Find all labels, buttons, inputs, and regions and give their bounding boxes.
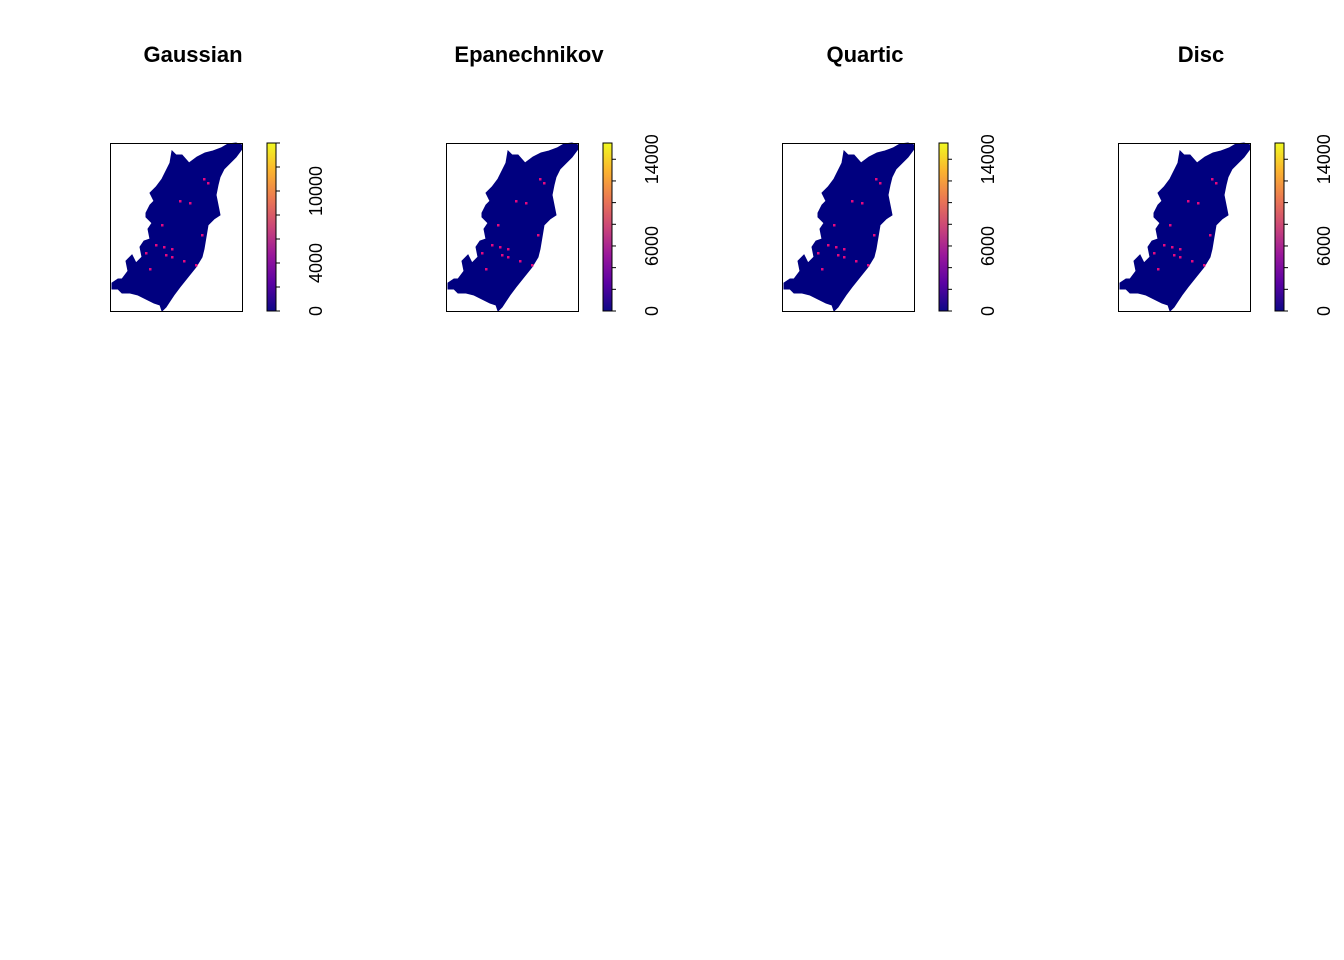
hotspot-pixel: [161, 224, 164, 227]
hotspot-pixel: [867, 264, 870, 267]
hotspot-pixel: [879, 182, 882, 185]
hotspot-pixel: [201, 234, 204, 237]
density-map: [783, 142, 915, 312]
hotspot-pixel: [543, 182, 546, 185]
panel-gaussian: Gaussian 0 4000 10000: [110, 42, 326, 316]
panel-epanechnikov: Epanechnikov 0 6000 14000: [446, 42, 662, 316]
hotspot-pixel: [875, 178, 878, 181]
hotspot-pixel: [835, 246, 838, 249]
hotspot-pixel: [195, 264, 198, 267]
panel-quartic: Quartic 0 6000 14000: [782, 42, 998, 316]
hotspot-pixel: [851, 200, 854, 203]
panel-title: Quartic: [826, 42, 903, 67]
hotspot-pixel: [171, 248, 174, 251]
hotspot-pixel: [1203, 264, 1206, 267]
legend-tick-label: 6000: [978, 226, 998, 266]
hotspot-pixel: [183, 260, 186, 263]
density-map: [111, 142, 243, 312]
hotspot-pixel: [189, 202, 192, 205]
hotspot-pixel: [1171, 246, 1174, 249]
panel-title: Gaussian: [143, 42, 242, 67]
plot-frame: [1118, 143, 1251, 312]
hotspot-pixel: [149, 268, 152, 271]
plot-frame: [446, 143, 579, 312]
hotspot-pixel: [1209, 234, 1212, 237]
hotspot-pixel: [525, 202, 528, 205]
legend-tick-label: 14000: [978, 134, 998, 184]
hotspot-pixel: [1215, 182, 1218, 185]
hotspot-pixel: [171, 256, 174, 259]
hotspot-pixel: [1191, 260, 1194, 263]
hotspot-pixel: [1187, 200, 1190, 203]
hotspot-pixel: [817, 252, 820, 255]
legend-tick-label: 0: [306, 306, 326, 316]
plot-frame: [110, 143, 243, 312]
legend-tick-label: 0: [1314, 306, 1334, 316]
hotspot-pixel: [145, 252, 148, 255]
hotspot-pixel: [531, 264, 534, 267]
panel-disc: Disc 0 6000 14000: [1118, 42, 1334, 316]
legend-tick-label: 4000: [306, 243, 326, 283]
hotspot-pixel: [207, 182, 210, 185]
hotspot-pixel: [843, 248, 846, 251]
hotspot-pixel: [1173, 254, 1176, 257]
hotspot-pixel: [519, 260, 522, 263]
hotspot-pixel: [861, 202, 864, 205]
hotspot-pixel: [537, 234, 540, 237]
hotspot-pixel: [873, 234, 876, 237]
hotspot-pixel: [179, 200, 182, 203]
hotspot-pixel: [515, 200, 518, 203]
hotspot-pixel: [1169, 224, 1172, 227]
hotspot-pixel: [501, 254, 504, 257]
legend-tick-label: 14000: [642, 134, 662, 184]
hotspot-pixel: [1197, 202, 1200, 205]
plot-frame: [782, 143, 915, 312]
legend-color-bar: [938, 142, 949, 312]
hotspot-pixel: [155, 244, 158, 247]
legend-tick-label: 0: [978, 306, 998, 316]
hotspot-pixel: [1157, 268, 1160, 271]
hotspot-pixel: [827, 244, 830, 247]
hotspot-pixel: [485, 268, 488, 271]
hotspot-pixel: [491, 244, 494, 247]
hotspot-pixel: [1153, 252, 1156, 255]
hotspot-pixel: [539, 178, 542, 181]
hotspot-pixel: [1179, 256, 1182, 259]
hotspot-pixel: [1211, 178, 1214, 181]
legend-color-bar: [602, 142, 613, 312]
legend-tick-label: 14000: [1314, 134, 1334, 184]
hotspot-pixel: [837, 254, 840, 257]
hotspot-pixel: [163, 246, 166, 249]
legend-tick-label: 10000: [306, 166, 326, 216]
density-map: [447, 142, 579, 312]
hotspot-pixel: [833, 224, 836, 227]
hotspot-pixel: [499, 246, 502, 249]
hotspot-pixel: [203, 178, 206, 181]
hotspot-pixel: [1163, 244, 1166, 247]
hotspot-pixel: [507, 248, 510, 251]
density-map: [1119, 142, 1251, 312]
legend-color-bar: [1274, 142, 1285, 312]
hotspot-pixel: [821, 268, 824, 271]
panel-title: Epanechnikov: [454, 42, 604, 67]
legend-tick-label: 0: [642, 306, 662, 316]
hotspot-pixel: [481, 252, 484, 255]
hotspot-pixel: [1179, 248, 1182, 251]
hotspot-pixel: [507, 256, 510, 259]
legend-color-bar: [266, 142, 277, 312]
hotspot-pixel: [843, 256, 846, 259]
hotspot-pixel: [855, 260, 858, 263]
panel-title: Disc: [1178, 42, 1224, 67]
legend-tick-label: 6000: [1314, 226, 1334, 266]
hotspot-pixel: [497, 224, 500, 227]
legend-tick-label: 6000: [642, 226, 662, 266]
hotspot-pixel: [165, 254, 168, 257]
